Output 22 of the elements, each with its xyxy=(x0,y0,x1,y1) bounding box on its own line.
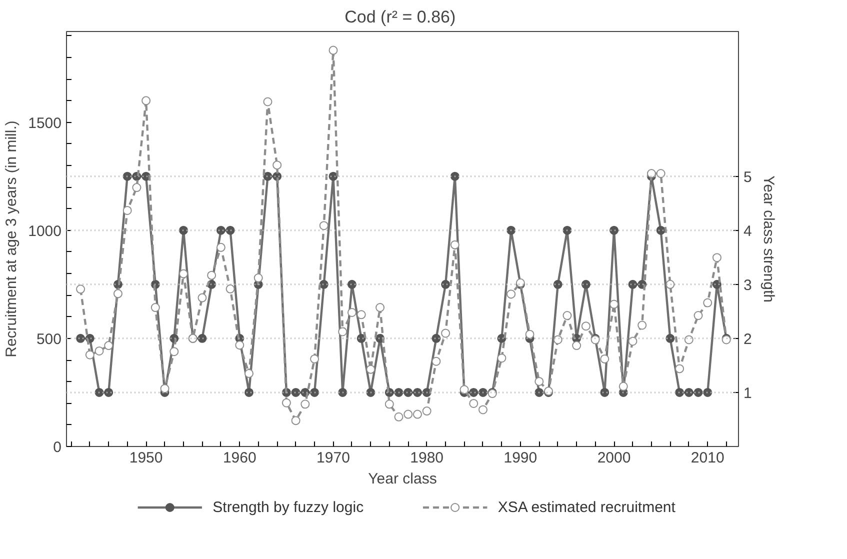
y-tick-label: 500 xyxy=(36,330,62,348)
x-tick-label: 1960 xyxy=(222,450,256,466)
legend-label: XSA estimated recruitment xyxy=(498,499,676,516)
y-axis-title: Recruitment at age 3 years (in mill.) xyxy=(3,120,20,358)
y2-tick-label: 5 xyxy=(744,168,752,186)
y2-tick-label: 1 xyxy=(744,384,752,402)
y2-tick-label: 2 xyxy=(744,330,752,348)
y-tick-label: 1000 xyxy=(28,222,62,240)
x-tick-label: 1990 xyxy=(504,450,538,466)
x-tick-label: 1980 xyxy=(410,450,444,466)
x-axis-title: Year class xyxy=(368,470,437,488)
x-tick-label: 2010 xyxy=(690,450,724,466)
y-tick-label: 0 xyxy=(53,439,62,456)
x-tick-label: 2000 xyxy=(597,450,631,466)
y-tick-label: 1500 xyxy=(28,114,62,132)
chart-title: Cod (r² = 0.86) xyxy=(344,8,456,26)
y2-tick-label: 4 xyxy=(744,222,752,240)
y2-tick-label: 3 xyxy=(744,276,752,294)
x-tick-label: 1950 xyxy=(129,450,163,466)
y2-axis-title: Year class strength xyxy=(760,175,777,303)
legend-label: Strength by fuzzy logic xyxy=(212,499,364,516)
x-tick-label: 1970 xyxy=(316,450,350,466)
